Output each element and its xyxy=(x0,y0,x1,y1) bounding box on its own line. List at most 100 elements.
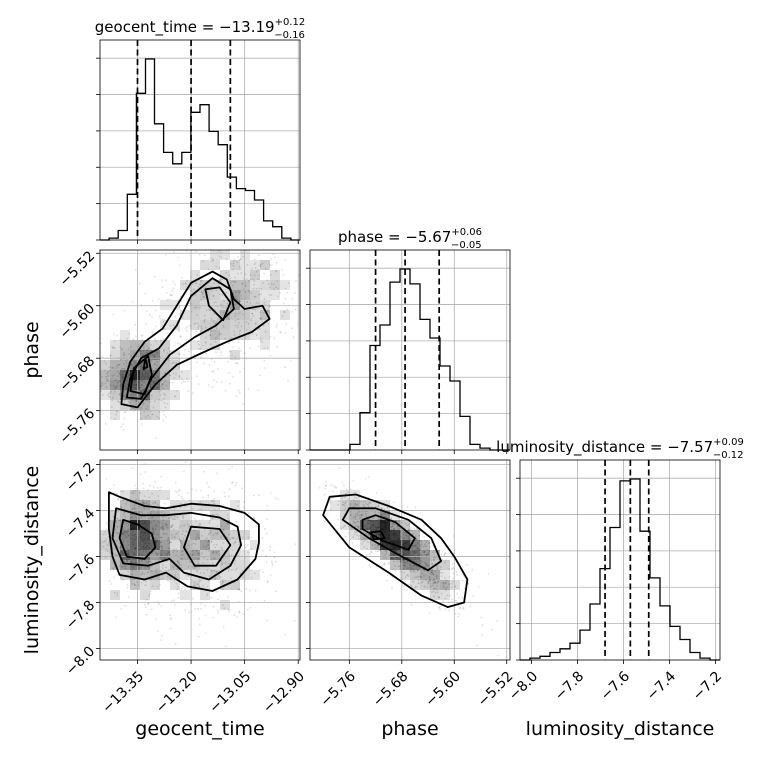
sample-point xyxy=(181,316,184,319)
sample-point xyxy=(203,556,205,559)
sample-point xyxy=(228,372,230,374)
sample-point xyxy=(124,384,127,387)
sample-point xyxy=(269,286,271,289)
sample-point xyxy=(134,323,137,326)
sample-point xyxy=(393,546,396,549)
sample-point xyxy=(420,560,423,562)
sample-point xyxy=(145,613,148,616)
sample-point xyxy=(202,260,204,263)
density-cell xyxy=(140,590,150,600)
ytick-label-luminosity_distance: −7.4 xyxy=(63,506,98,541)
sample-point xyxy=(384,524,387,527)
sample-point xyxy=(383,530,385,533)
density-cell xyxy=(270,280,280,290)
sample-point xyxy=(408,569,411,572)
sample-point xyxy=(378,526,380,528)
sample-point xyxy=(121,532,124,535)
sample-point xyxy=(237,256,239,258)
density-cell xyxy=(210,290,220,300)
sample-point xyxy=(147,571,150,573)
sample-point xyxy=(262,324,265,327)
sample-point xyxy=(403,564,406,566)
density-cell xyxy=(110,390,120,400)
sample-point xyxy=(105,478,108,480)
sample-point xyxy=(109,552,112,554)
sample-point xyxy=(384,530,386,533)
sample-point xyxy=(396,560,399,563)
sample-point xyxy=(191,283,194,286)
density-cell xyxy=(140,380,150,390)
xtick-label-geocent_time: −13.35 xyxy=(99,668,147,716)
histogram-luminosity_distance xyxy=(520,478,720,661)
sample-point xyxy=(200,534,203,537)
sample-point xyxy=(461,596,464,599)
sample-point xyxy=(440,575,443,577)
sample-point xyxy=(202,545,205,548)
sample-point xyxy=(378,532,381,535)
sample-point xyxy=(235,537,238,540)
sample-point xyxy=(179,539,182,542)
sample-point xyxy=(132,490,135,492)
density-cell xyxy=(360,540,370,550)
sample-point xyxy=(127,534,130,537)
sample-point xyxy=(112,333,115,336)
density-cell xyxy=(210,510,220,520)
sample-point xyxy=(283,310,286,313)
sample-point xyxy=(138,394,141,397)
sample-point xyxy=(423,536,426,538)
sample-point xyxy=(98,480,100,482)
sample-point xyxy=(407,556,409,559)
sample-point xyxy=(437,568,439,571)
xaxis-label-phase: phase xyxy=(381,718,438,740)
sample-point xyxy=(187,525,190,528)
density-cell xyxy=(260,290,270,300)
density-cell xyxy=(220,530,230,540)
sample-point xyxy=(244,546,247,549)
density-pair0 xyxy=(100,250,290,420)
sample-point xyxy=(161,635,163,637)
sample-point xyxy=(105,522,108,524)
sample-point xyxy=(409,564,411,567)
density-cell xyxy=(220,600,230,610)
sample-point xyxy=(380,507,383,509)
density-cell xyxy=(190,340,200,350)
sample-point xyxy=(134,498,137,501)
sample-point xyxy=(416,569,419,572)
sample-point xyxy=(462,608,465,611)
sample-point xyxy=(398,558,401,561)
sample-point xyxy=(403,559,405,561)
sample-point xyxy=(254,295,257,298)
sample-point xyxy=(142,349,144,352)
sample-point xyxy=(448,594,451,597)
sample-point xyxy=(380,514,383,516)
sample-point xyxy=(217,598,219,601)
sample-point xyxy=(416,569,419,572)
density-cell xyxy=(150,390,160,400)
sample-point xyxy=(123,560,126,562)
sample-point xyxy=(403,552,406,554)
sample-point xyxy=(160,639,163,641)
sample-point xyxy=(367,518,369,521)
sample-point xyxy=(397,539,400,542)
sample-point xyxy=(123,530,126,533)
sample-point xyxy=(197,607,199,610)
sample-point xyxy=(421,554,424,557)
sample-point xyxy=(420,575,422,578)
sample-point xyxy=(371,551,373,553)
sample-point xyxy=(258,327,261,330)
sample-point xyxy=(182,537,185,540)
panel-frame-pair1 xyxy=(99,459,301,661)
sample-point xyxy=(432,573,435,576)
sample-point xyxy=(172,361,175,364)
sample-point xyxy=(205,548,208,551)
sample-point xyxy=(224,562,227,564)
sample-point xyxy=(123,363,125,366)
sample-point xyxy=(154,541,157,544)
sample-point xyxy=(444,559,447,562)
sample-point xyxy=(192,507,195,510)
sample-point xyxy=(255,334,258,337)
sample-point xyxy=(394,549,397,552)
sample-point xyxy=(97,546,99,548)
sample-point xyxy=(383,525,386,528)
sample-point xyxy=(220,524,223,527)
